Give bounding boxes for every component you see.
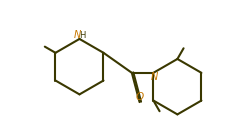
Text: N: N [151,72,158,82]
Text: N: N [73,30,81,40]
Text: O: O [135,92,144,102]
Text: H: H [79,31,86,40]
